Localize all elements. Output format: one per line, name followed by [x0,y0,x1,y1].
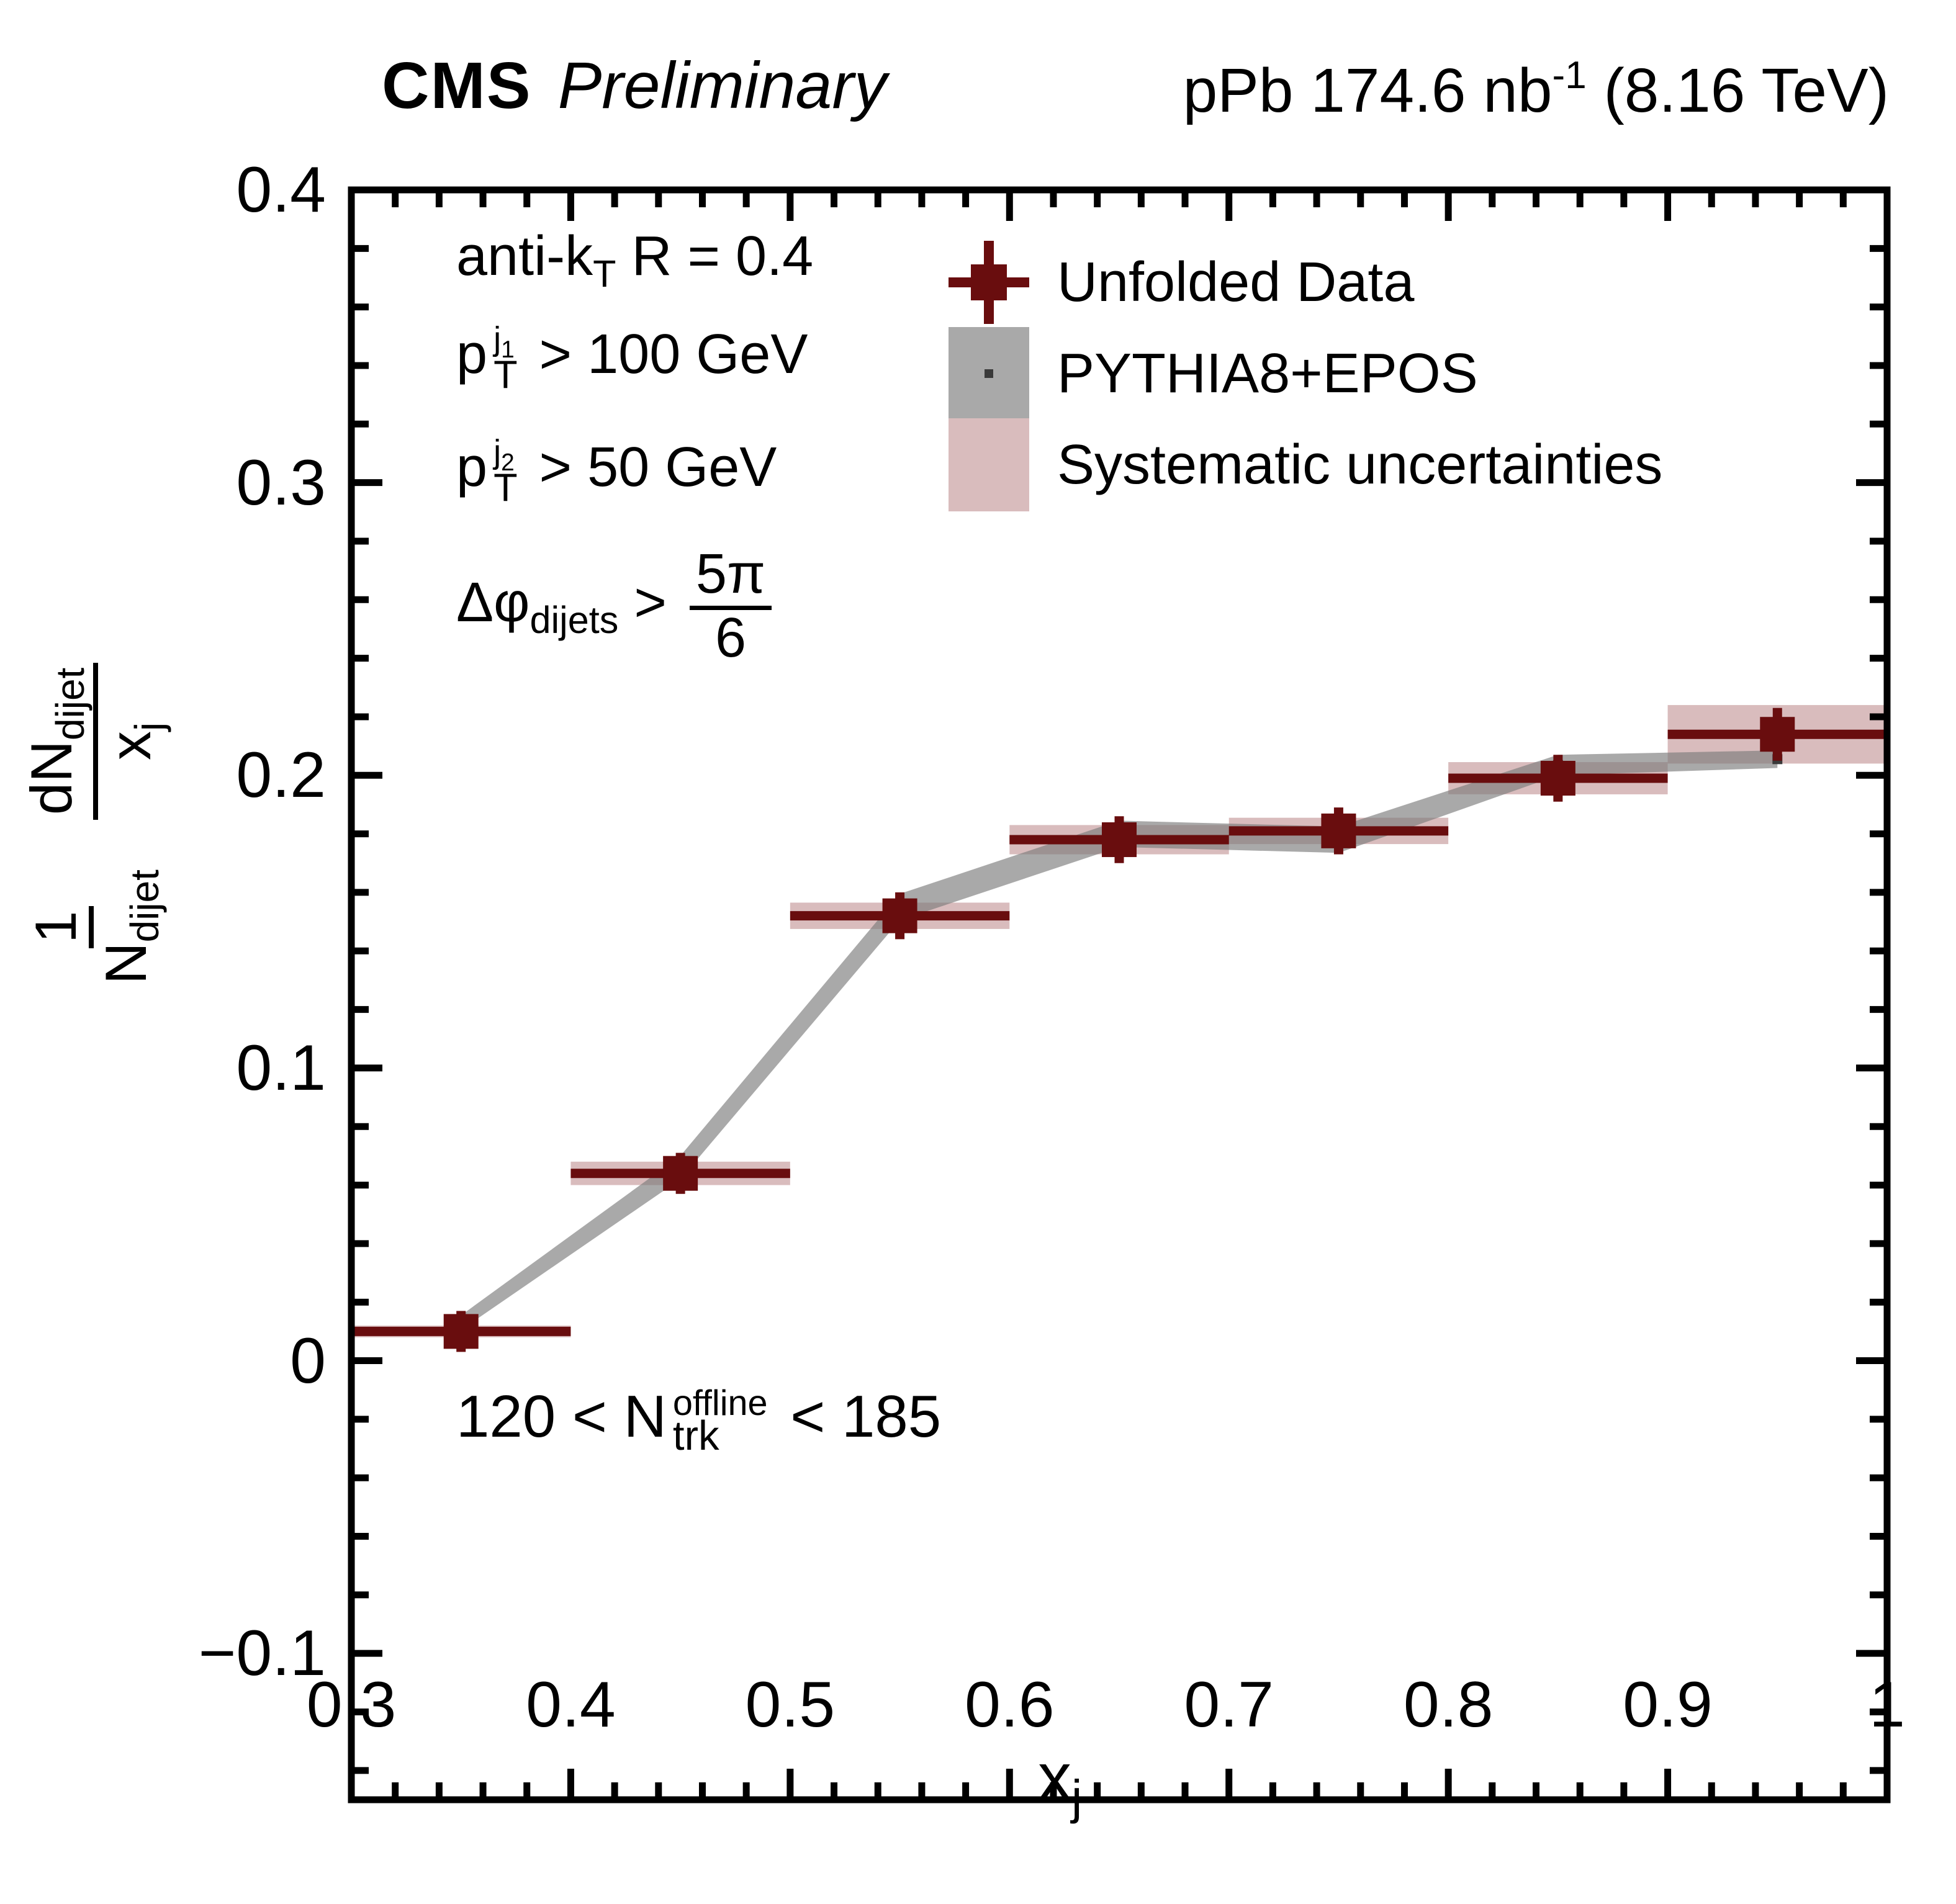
data-point-marker [663,1156,698,1191]
data-point-marker [1540,760,1575,796]
luminosity-label: pPb 174.6 nb-1 (8.16 TeV) [1183,54,1889,125]
header: CMS Preliminary [382,48,887,123]
data-point-marker [443,1314,479,1349]
x-tick-label: 0.5 [745,1669,836,1741]
y-tick-label: 0.1 [236,1031,326,1104]
y-tick-label: −0.1 [198,1617,326,1690]
legend-label: Systematic uncertainties [1057,433,1663,496]
x-tick-label: 0.4 [526,1669,616,1741]
annotation-antikt: anti-kT R = 0.4 [456,225,814,295]
data-point-marker [1321,813,1356,848]
pythia-band-swatch [949,327,1029,420]
legend-label: Unfolded Data [1057,251,1415,313]
systematic-band-swatch [949,418,1029,511]
unfolded-data-marker-swatch [949,236,1029,329]
y-tick-label: 0.4 [236,154,326,226]
annotation-dphi: Δφdijets > 5π 6 [456,546,772,667]
annotation-pt-jet1: p j1 T > 100 GeV [456,320,808,397]
y-tick-label: 0.2 [236,739,326,812]
x-tick-label: 0.7 [1184,1669,1274,1741]
data-point-marker [882,898,917,933]
plot-frame [348,186,1891,1803]
data-point-marker [1760,717,1795,752]
pythia-marker-dot [985,369,993,378]
data-point-marker [1102,822,1137,858]
legend-label: PYTHIA8+EPOS [1057,342,1478,405]
x-tick-label: 1 [1869,1669,1905,1741]
status-label: Preliminary [557,49,887,122]
legend-item-pythia: PYTHIA8+EPOS [949,327,1478,420]
x-tick-label: 0.3 [306,1669,397,1741]
x-tick-label: 0.6 [964,1669,1055,1741]
x-axis-title: xj [1038,1739,1083,1825]
x-tick-label: 0.8 [1403,1669,1494,1741]
y-tick-label: 0.3 [236,446,326,519]
legend-item-unfolded-data: Unfolded Data [949,236,1414,329]
annotation-pt-jet2: p j2 T > 50 GeV [456,433,777,510]
experiment-label: CMS [382,49,532,122]
x-tick-label: 0.9 [1623,1669,1713,1741]
y-tick-label: 0 [290,1324,326,1397]
legend-item-systematic: Systematic uncertainties [949,418,1662,511]
